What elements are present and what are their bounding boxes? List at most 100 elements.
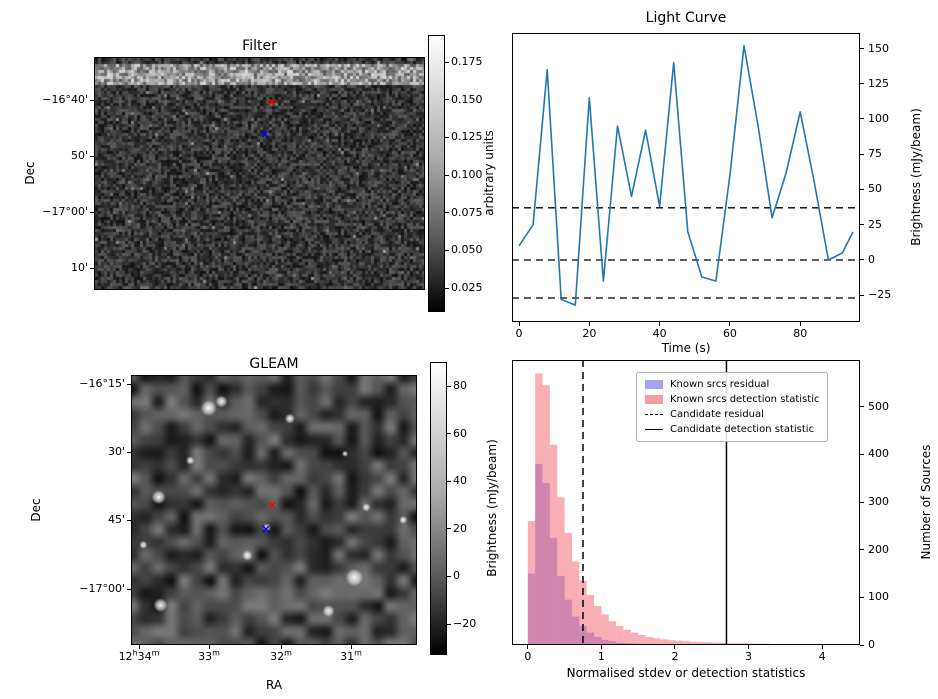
legend-row: Known srcs residual (645, 377, 819, 392)
brightness-tick-label: 25 (868, 217, 882, 231)
time-tick-label: 80 (793, 327, 808, 340)
dec-tick-label: 50' (70, 149, 88, 162)
ra-tick-label: 33m (198, 648, 220, 663)
colorbar-tick-label: 40 (453, 474, 467, 488)
residual-swatch-icon (645, 380, 663, 389)
tick-mark (445, 136, 449, 138)
tick-mark (860, 224, 864, 226)
tick-mark (860, 48, 864, 49)
histogram-xlabel: Normalised stdev or detection statistics (566, 666, 806, 680)
colorbar-tick-label: 0.050 (451, 243, 483, 257)
tick-mark (860, 153, 864, 155)
filter-colorbar (428, 35, 445, 312)
dec-tick-label: −16°40' (42, 93, 88, 106)
dashed-line-icon (645, 414, 663, 415)
dec-tick-label: 10' (70, 261, 88, 274)
tick-mark (90, 155, 94, 157)
time-tick-label: 60 (722, 327, 737, 340)
histogram-legend: Known srcs residual Known srcs detection… (636, 372, 829, 442)
dec-tick-label: 30' (107, 445, 125, 458)
gleam-xlabel: RA (265, 678, 283, 692)
tick-mark (350, 645, 352, 649)
tick-mark (445, 61, 449, 63)
legend-row: Known srcs detection statistic (645, 392, 819, 407)
tick-mark (127, 519, 131, 521)
tick-mark (447, 433, 451, 435)
brightness-tick-label: 100 (868, 111, 889, 125)
tick-mark (729, 322, 731, 326)
tick-mark (860, 644, 864, 646)
tick-mark (208, 645, 210, 649)
histogram-ylabel: Number of Sources (919, 444, 933, 560)
brightness-tick-label: 150 (868, 41, 889, 55)
gleam-title: GLEAM (249, 356, 299, 372)
tick-mark (860, 294, 864, 296)
tick-mark (860, 453, 864, 455)
filter-title: Filter (242, 38, 277, 54)
legend-label-candidate-detection: Candidate detection statistic (670, 424, 815, 435)
legend-label-residual: Known srcs residual (670, 379, 770, 390)
tick-mark (860, 596, 864, 598)
lightcurve-plot (512, 33, 860, 322)
colorbar-tick-label: 0.150 (451, 92, 483, 106)
ra-tick-label: 12h34m (118, 648, 160, 663)
brightness-tick-label: 50 (868, 182, 882, 196)
legend-row: Candidate residual (645, 407, 819, 422)
stat-tick-label: 2 (671, 650, 679, 663)
tick-mark (447, 480, 451, 482)
time-tick-label: 0 (515, 327, 523, 340)
tick-mark (280, 645, 282, 649)
gleam-colorbar (430, 362, 447, 655)
tick-mark (860, 83, 864, 85)
count-tick-label: 200 (868, 542, 889, 556)
colorbar-tick-label: −20 (453, 617, 477, 630)
brightness-tick-label: −25 (868, 288, 892, 302)
tick-mark (445, 99, 449, 101)
brightness-tick-label: 125 (868, 76, 889, 90)
count-tick-label: 0 (868, 638, 875, 651)
brightness-tick-label: 75 (868, 147, 882, 161)
tick-mark (447, 623, 451, 625)
gleam-image (132, 376, 416, 644)
dec-tick-label: −17°00' (79, 582, 125, 595)
stat-tick-label: 1 (597, 650, 605, 663)
tick-mark (860, 406, 864, 408)
detection-swatch-icon (645, 395, 663, 404)
lightcurve-xlabel: Time (s) (661, 341, 711, 355)
tick-mark (445, 174, 449, 176)
solid-line-icon (645, 429, 663, 430)
colorbar-tick-label: 0.100 (451, 168, 483, 181)
stat-tick-label: 3 (745, 650, 753, 663)
colorbar-tick-label: 60 (453, 426, 467, 440)
dec-tick-label: −17°00' (42, 205, 88, 218)
tick-mark (445, 249, 449, 251)
colorbar-tick-label: 20 (453, 521, 467, 535)
tick-mark (600, 645, 602, 649)
tick-mark (127, 588, 131, 590)
tick-mark (860, 501, 864, 503)
tick-mark (799, 322, 801, 326)
count-tick-label: 400 (868, 447, 889, 461)
tick-mark (860, 549, 864, 551)
tick-mark (527, 645, 529, 649)
stat-tick-label: 4 (818, 650, 826, 663)
gleam-image-axes: × × (131, 375, 417, 645)
tick-mark (860, 259, 864, 261)
tick-mark (138, 645, 140, 649)
tick-mark (821, 645, 823, 649)
ra-tick-label: 31m (340, 648, 362, 663)
filter-ylabel: Dec (23, 161, 37, 185)
colorbar-tick-label: 0 (453, 569, 460, 583)
tick-mark (447, 385, 451, 387)
legend-label-detection: Known srcs detection statistic (670, 394, 820, 405)
tick-mark (659, 322, 661, 326)
count-tick-label: 300 (868, 495, 889, 509)
lightcurve-title: Light Curve (645, 10, 727, 26)
tick-mark (674, 645, 676, 649)
ra-tick-label: 32m (270, 648, 292, 663)
count-tick-label: 500 (868, 399, 889, 413)
tick-mark (445, 287, 449, 289)
tick-mark (748, 645, 750, 649)
tick-mark (445, 212, 449, 214)
